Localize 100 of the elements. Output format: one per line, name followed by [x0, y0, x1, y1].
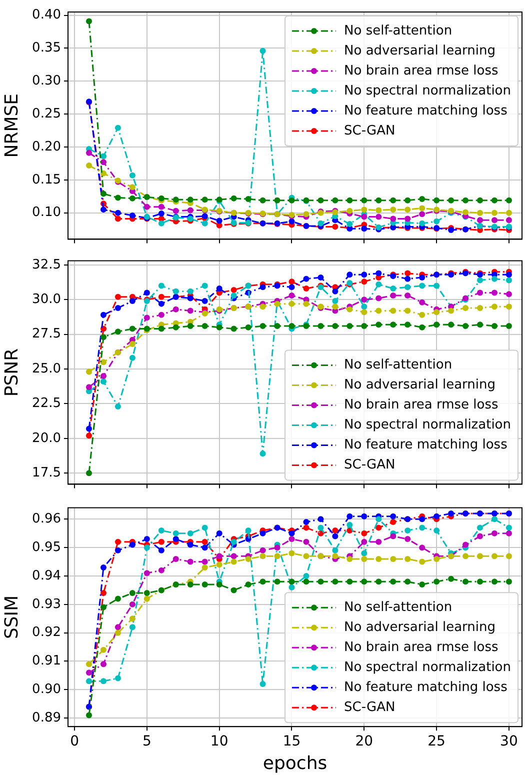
- point: [491, 276, 498, 282]
- point: [390, 308, 396, 314]
- point: [129, 624, 136, 630]
- point: [100, 604, 106, 610]
- point: [361, 206, 368, 213]
- point: [346, 221, 353, 228]
- point: [506, 291, 512, 298]
- y-tick-label: 20.0: [32, 430, 61, 446]
- point: [144, 590, 150, 596]
- point: [361, 513, 368, 520]
- point: [318, 578, 324, 585]
- point: [216, 553, 222, 560]
- point: [86, 678, 92, 684]
- point: [129, 326, 136, 332]
- point: [332, 298, 338, 304]
- point: [462, 197, 469, 204]
- point: [318, 274, 324, 280]
- point: [187, 530, 194, 536]
- point: [419, 516, 426, 522]
- point: [100, 564, 106, 570]
- point: [361, 538, 368, 545]
- point: [100, 190, 106, 197]
- point: [187, 288, 194, 294]
- point: [187, 558, 194, 565]
- point: [376, 207, 382, 214]
- point: [187, 196, 194, 203]
- point: [376, 197, 382, 204]
- point: [230, 538, 237, 545]
- point: [419, 299, 426, 306]
- point: [202, 282, 208, 289]
- point: [506, 210, 512, 216]
- point: [158, 210, 164, 217]
- point: [114, 403, 121, 410]
- point: [491, 217, 498, 224]
- y-tick-label: 27.5: [32, 326, 61, 342]
- point: [129, 172, 136, 178]
- legend-label: No brain area rmse loss: [344, 63, 499, 78]
- point: [390, 519, 396, 526]
- point: [216, 530, 222, 536]
- y-tick-label: 0.90: [32, 682, 61, 698]
- point: [288, 323, 295, 330]
- point: [404, 276, 411, 282]
- legend-label: No adversarial learning: [344, 43, 496, 58]
- point: [332, 547, 338, 554]
- y-tick-label: 0.89: [32, 710, 61, 726]
- point: [361, 556, 368, 562]
- point: [361, 226, 368, 232]
- point: [129, 590, 136, 596]
- y-tick-label: 0.95: [32, 540, 61, 555]
- point: [114, 210, 121, 216]
- point: [404, 578, 411, 585]
- point: [172, 324, 179, 330]
- point: [419, 220, 426, 226]
- point: [390, 206, 396, 213]
- point: [274, 323, 280, 330]
- point: [114, 547, 121, 554]
- point: [303, 286, 310, 292]
- point: [100, 312, 106, 318]
- point: [390, 556, 396, 562]
- point: [332, 553, 338, 560]
- point: [288, 536, 295, 542]
- point: [390, 286, 396, 292]
- point: [187, 207, 194, 214]
- point: [114, 538, 121, 545]
- point: [318, 524, 324, 531]
- point: [202, 524, 208, 531]
- point: [114, 328, 121, 335]
- point: [404, 536, 411, 542]
- point: [390, 513, 396, 520]
- point: [288, 584, 295, 590]
- point: [245, 324, 252, 330]
- point: [462, 542, 469, 548]
- point: [477, 210, 484, 216]
- legend-label: No self-attention: [344, 600, 452, 615]
- legend-label: No spectral normalization: [344, 83, 512, 98]
- point: [86, 670, 92, 676]
- legend-label: No brain area rmse loss: [344, 640, 499, 655]
- point: [129, 542, 136, 548]
- point: [390, 216, 396, 222]
- point: [376, 516, 382, 522]
- point: [260, 450, 266, 457]
- point: [260, 530, 266, 536]
- point: [506, 553, 512, 560]
- point: [230, 558, 237, 565]
- point: [245, 196, 252, 202]
- point: [129, 184, 136, 190]
- legend-label: No feature matching loss: [344, 438, 508, 453]
- point: [144, 314, 150, 321]
- point: [260, 197, 266, 204]
- point: [376, 308, 382, 314]
- point: [434, 513, 440, 520]
- point: [318, 220, 324, 226]
- point: [158, 538, 164, 545]
- point: [434, 309, 440, 316]
- point: [434, 528, 440, 534]
- point: [448, 576, 454, 582]
- point: [346, 522, 353, 528]
- x-tick-label: 20: [355, 734, 374, 750]
- point: [114, 294, 121, 300]
- x-tick-label: 5: [142, 734, 152, 750]
